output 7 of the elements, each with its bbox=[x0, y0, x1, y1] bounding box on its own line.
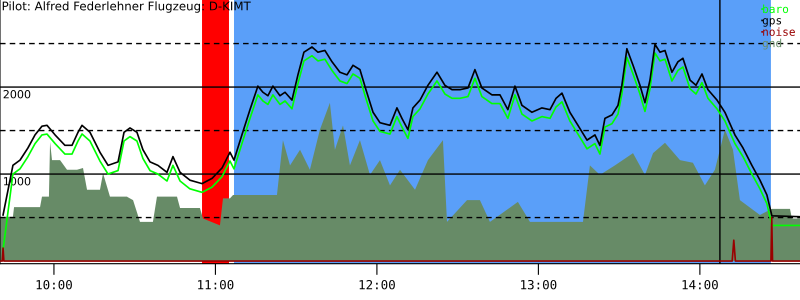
x-tick-label: 11:00 bbox=[198, 280, 234, 290]
x-tick-label: 14:00 bbox=[682, 280, 718, 290]
x-tick-label: 13:00 bbox=[521, 280, 556, 290]
y-tick-label: 2000 bbox=[4, 90, 30, 98]
x-tick-label: 10:00 bbox=[36, 280, 72, 290]
x-tick-label: 12:00 bbox=[360, 280, 395, 290]
text: gnd bbox=[762, 38, 782, 50]
